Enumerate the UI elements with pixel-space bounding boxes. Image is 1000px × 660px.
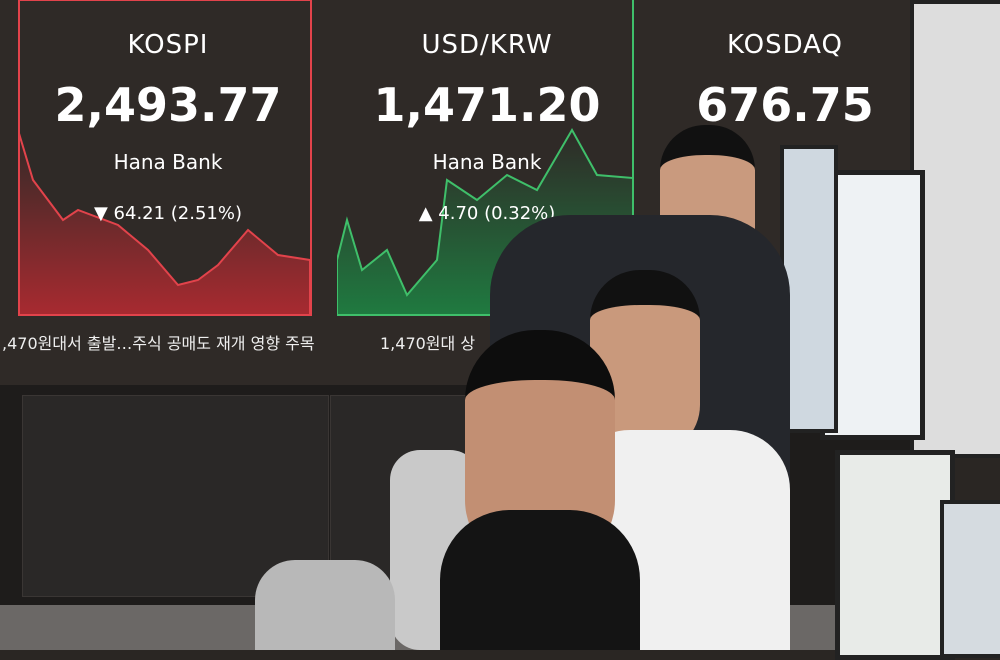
- hana-bank-logo: Hana Bank: [432, 150, 542, 174]
- person-foreground: [440, 330, 640, 650]
- kospi-panel: KOSPI 2,493.77 Hana Bank ▼ 64.21 (2.51%): [18, 0, 318, 320]
- index-value: 676.75: [696, 78, 874, 132]
- kospi-chart: [18, 0, 312, 316]
- index-name: KOSPI: [127, 30, 209, 60]
- index-name: KOSDAQ: [727, 30, 843, 60]
- news-ticker-right: 1,470원대 상: [380, 334, 476, 353]
- index-change: ▼ 64.21 (2.51%): [93, 203, 243, 224]
- index-value: 1,471.20: [373, 78, 601, 132]
- kosdaq-panel: KOSDAQ 676.75: [665, 0, 905, 320]
- chair: [255, 560, 395, 650]
- market-display-board: KOSPI 2,493.77 Hana Bank ▼ 64.21 (2.51%)…: [2, 0, 905, 353]
- index-value: 2,493.77: [54, 78, 282, 132]
- news-ticker-left: ,470원대서 출발…주식 공매도 재개 영향 주목: [2, 334, 315, 353]
- usdkrw-panel: USD/KRW 1,471.20 Hana Bank ▲ 4.70 (0.32%…: [337, 0, 637, 320]
- hana-bank-logo: Hana Bank: [113, 150, 223, 174]
- monitor-bank: [760, 0, 1000, 660]
- index-name: USD/KRW: [421, 30, 553, 60]
- index-change: ▲ 4.70 (0.32%): [418, 203, 556, 224]
